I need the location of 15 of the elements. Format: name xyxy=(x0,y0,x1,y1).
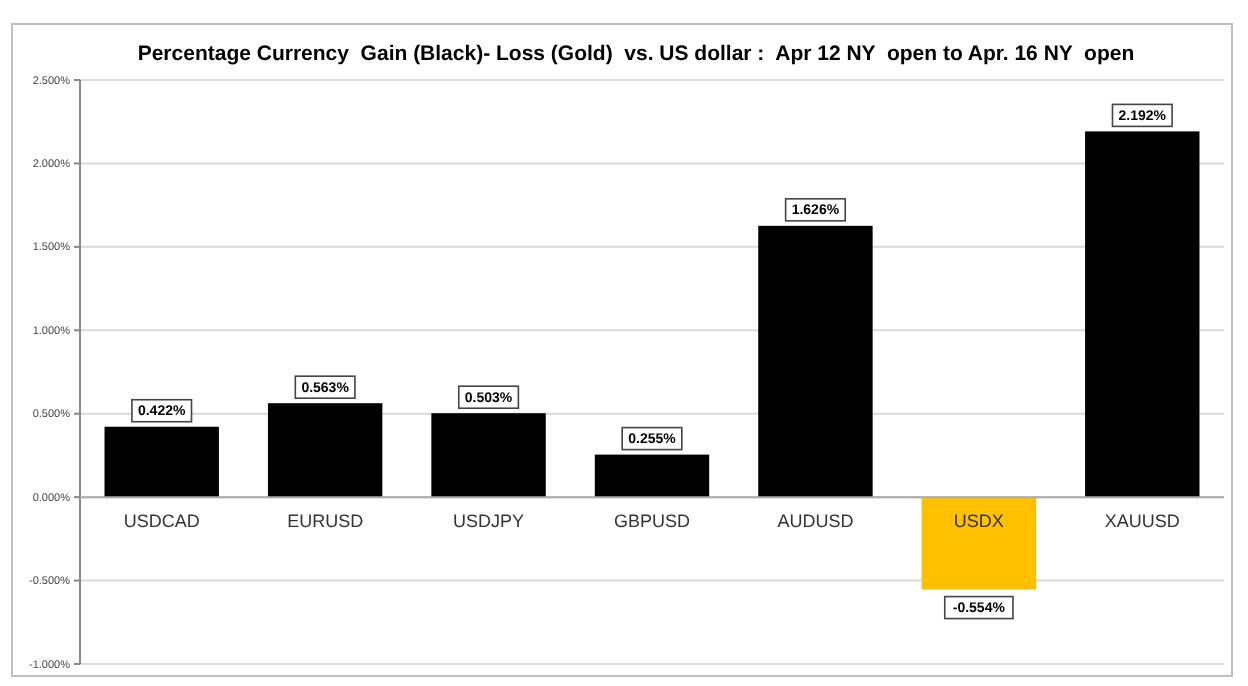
x-tick-label: AUDUSD xyxy=(777,511,855,532)
bar xyxy=(758,225,873,498)
bar xyxy=(1085,131,1200,498)
x-tick-label: USDCAD xyxy=(123,511,201,532)
x-tick-label: GBPUSD xyxy=(613,511,691,532)
x-tick-label: XAUUSD xyxy=(1104,511,1181,532)
bar xyxy=(921,497,1037,590)
bar xyxy=(267,403,383,498)
bar xyxy=(104,426,219,498)
chart-title: Percentage Currency Gain (Black)- Loss (Gold) vs. US dollar : Apr 12 NY open to Apr. 16 NY open xyxy=(137,42,1135,66)
bar xyxy=(431,413,546,498)
x-tick-label: USDJPY xyxy=(453,511,525,532)
x-tick-label: USDX xyxy=(953,511,1004,532)
bar xyxy=(594,454,710,498)
x-tick-label: EURUSD xyxy=(287,511,365,532)
